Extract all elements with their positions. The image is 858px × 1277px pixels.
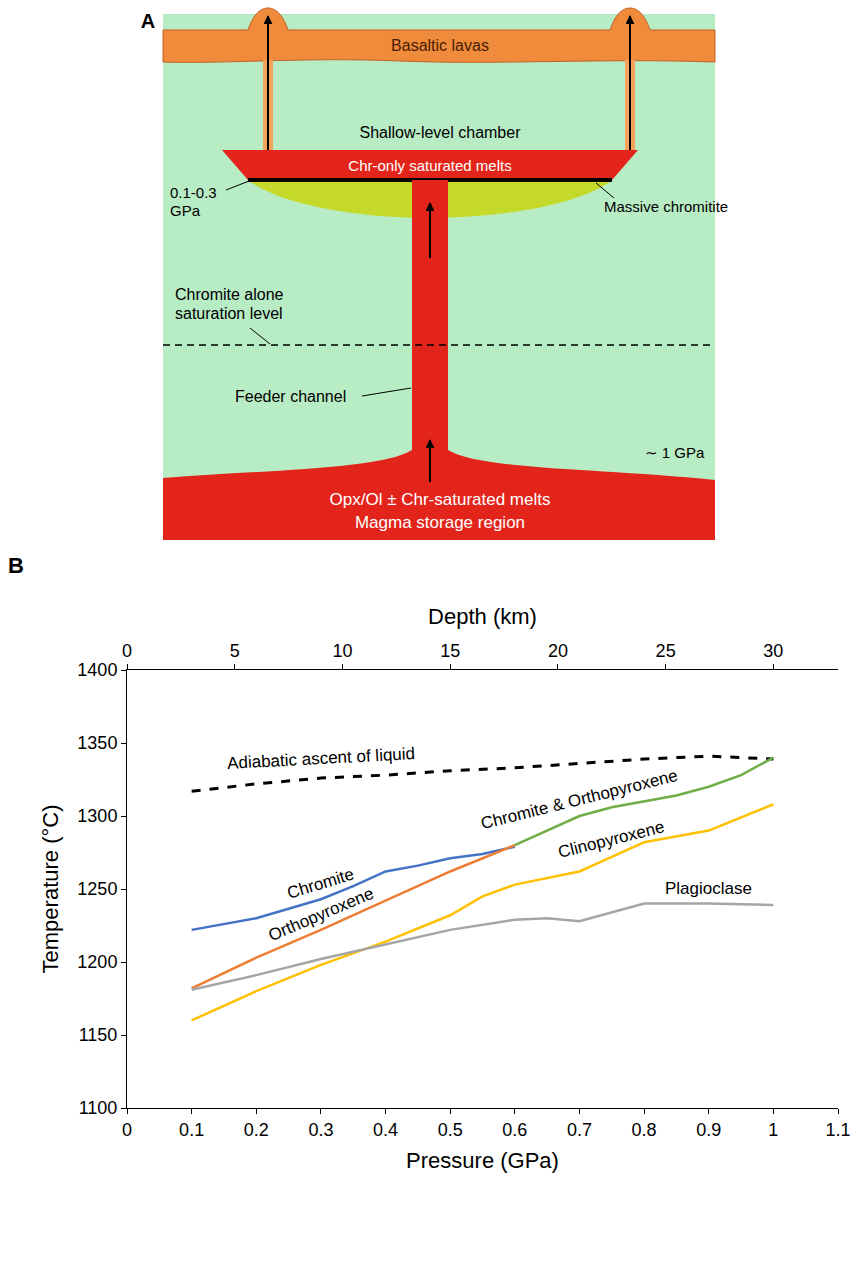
svg-text:0.5: 0.5: [438, 1120, 463, 1140]
svg-text:Opx/Ol ± Chr-saturated melts: Opx/Ol ± Chr-saturated melts: [330, 490, 551, 509]
svg-text:Shallow-level chamber: Shallow-level chamber: [360, 124, 522, 141]
svg-text:Orthopyroxene: Orthopyroxene: [266, 884, 377, 945]
svg-text:0: 0: [122, 641, 132, 661]
svg-text:∼ 1 GPa: ∼ 1 GPa: [645, 444, 705, 461]
svg-text:25: 25: [656, 641, 676, 661]
svg-text:0.2: 0.2: [244, 1120, 269, 1140]
svg-text:Pressure (GPa): Pressure (GPa): [406, 1148, 559, 1173]
svg-text:0: 0: [122, 1120, 132, 1140]
svg-text:0.1-0.3GPa: 0.1-0.3GPa: [170, 184, 217, 219]
svg-text:Basaltic lavas: Basaltic lavas: [391, 37, 489, 54]
svg-text:15: 15: [440, 641, 460, 661]
svg-text:Massive chromitite: Massive chromitite: [604, 198, 728, 215]
svg-text:1200: 1200: [77, 952, 117, 972]
svg-text:Depth (km): Depth (km): [428, 604, 537, 629]
svg-text:Chr-only saturated melts: Chr-only saturated melts: [348, 157, 511, 174]
svg-text:1400: 1400: [77, 660, 117, 680]
svg-text:Magma storage region: Magma storage region: [355, 513, 525, 532]
svg-text:1350: 1350: [77, 733, 117, 753]
svg-text:30: 30: [763, 641, 783, 661]
svg-text:10: 10: [332, 641, 352, 661]
svg-text:20: 20: [548, 641, 568, 661]
svg-text:Feeder channel: Feeder channel: [235, 388, 346, 405]
svg-text:0.1: 0.1: [179, 1120, 204, 1140]
svg-text:Chromite alonesaturation level: Chromite alonesaturation level: [175, 286, 284, 322]
svg-text:Adiabatic ascent of liquid: Adiabatic ascent of liquid: [227, 744, 416, 773]
svg-text:0.6: 0.6: [502, 1120, 527, 1140]
svg-text:Chromite & Orthopyroxene: Chromite & Orthopyroxene: [479, 766, 680, 833]
svg-text:Clinopyroxene: Clinopyroxene: [556, 817, 666, 862]
svg-text:0.8: 0.8: [632, 1120, 657, 1140]
svg-text:5: 5: [230, 641, 240, 661]
svg-text:0.4: 0.4: [373, 1120, 398, 1140]
svg-text:0.9: 0.9: [696, 1120, 721, 1140]
svg-text:1.1: 1.1: [825, 1120, 850, 1140]
svg-text:0.3: 0.3: [308, 1120, 333, 1140]
svg-text:Plagioclase: Plagioclase: [665, 879, 752, 898]
svg-text:1300: 1300: [77, 806, 117, 826]
svg-text:1250: 1250: [77, 879, 117, 899]
svg-text:0.7: 0.7: [567, 1120, 592, 1140]
svg-text:Chromite: Chromite: [285, 864, 357, 902]
svg-text:1150: 1150: [79, 1025, 118, 1045]
svg-text:Temperature (°C): Temperature (°C): [38, 805, 63, 974]
svg-text:1: 1: [768, 1120, 778, 1140]
svg-text:1100: 1100: [79, 1098, 118, 1118]
svg-text:A: A: [141, 10, 155, 32]
html-text:B: B: [8, 553, 24, 578]
